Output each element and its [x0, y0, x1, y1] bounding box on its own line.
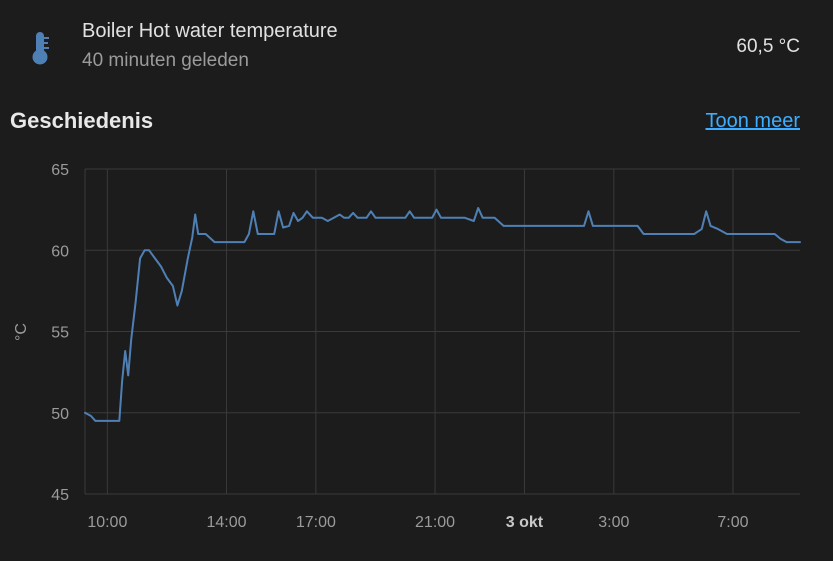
- last-changed: 40 minuten geleden: [82, 50, 249, 71]
- y-axis-ticks: 45 50 55 60 65: [51, 162, 69, 504]
- y-tick-label: 65: [51, 162, 69, 179]
- y-tick-label: 55: [51, 325, 69, 342]
- y-grid: [85, 168, 800, 495]
- entity-state: 60,5 °C: [736, 36, 800, 57]
- x-tick-label: 7:00: [717, 514, 748, 531]
- thermometer-icon: [32, 32, 49, 65]
- x-tick-label: 21:00: [415, 514, 455, 531]
- history-chart[interactable]: 45 50 55 60 65 10:00 14:00 17:00 21:00 3 okt 3:00…: [0, 150, 833, 561]
- x-tick-label: 3 okt: [506, 514, 544, 531]
- history-title: Geschiedenis: [10, 108, 154, 133]
- y-tick-label: 45: [51, 487, 69, 504]
- y-tick-label: 50: [51, 406, 69, 423]
- x-tick-label: 10:00: [87, 514, 127, 531]
- y-tick-label: 60: [51, 243, 69, 260]
- x-tick-label: 3:00: [598, 514, 629, 531]
- x-tick-label: 14:00: [206, 514, 246, 531]
- y-axis-label: °C: [13, 323, 30, 341]
- x-axis-ticks: 10:00 14:00 17:00 21:00 3 okt 3:00 7:00: [87, 514, 748, 531]
- entity-header[interactable]: Boiler Hot water temperature 40 minuten …: [0, 0, 833, 95]
- series-group: [84, 207, 801, 422]
- x-tick-label: 17:00: [296, 514, 336, 531]
- show-more-link[interactable]: Toon meer: [705, 110, 801, 132]
- series-line-0: [84, 207, 801, 422]
- entity-name: Boiler Hot water temperature: [82, 20, 338, 42]
- x-grid: [84, 169, 734, 494]
